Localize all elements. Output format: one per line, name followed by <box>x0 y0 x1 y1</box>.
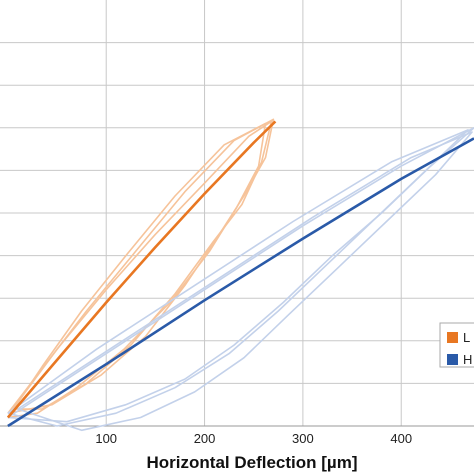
legend-label-L: L <box>463 330 470 345</box>
x-tick-label-3: 400 <box>390 431 412 446</box>
x-tick-label-1: 200 <box>194 431 216 446</box>
series-line-H <box>7 137 474 428</box>
cycle-line-H-5 <box>17 131 473 432</box>
cycle-lines <box>7 118 474 432</box>
mean-lines <box>6 120 474 428</box>
cycle-line-L-0 <box>7 118 275 414</box>
series-line-L <box>6 120 277 419</box>
cycle-line-L-2 <box>7 122 267 419</box>
legend-swatch-H <box>447 354 458 365</box>
x-tick-label-0: 100 <box>95 431 117 446</box>
x-tick-labels: 100 200 300 400 <box>95 431 412 446</box>
cycle-line-L-1 <box>12 120 273 410</box>
x-tick-label-2: 300 <box>292 431 314 446</box>
legend-label-H: H <box>463 352 472 367</box>
legend: LH <box>439 322 474 368</box>
cycle-line-H-4 <box>7 129 469 427</box>
x-axis-title: Horizontal Deflection [µm] <box>147 453 358 472</box>
legend-swatch-L <box>447 332 458 343</box>
